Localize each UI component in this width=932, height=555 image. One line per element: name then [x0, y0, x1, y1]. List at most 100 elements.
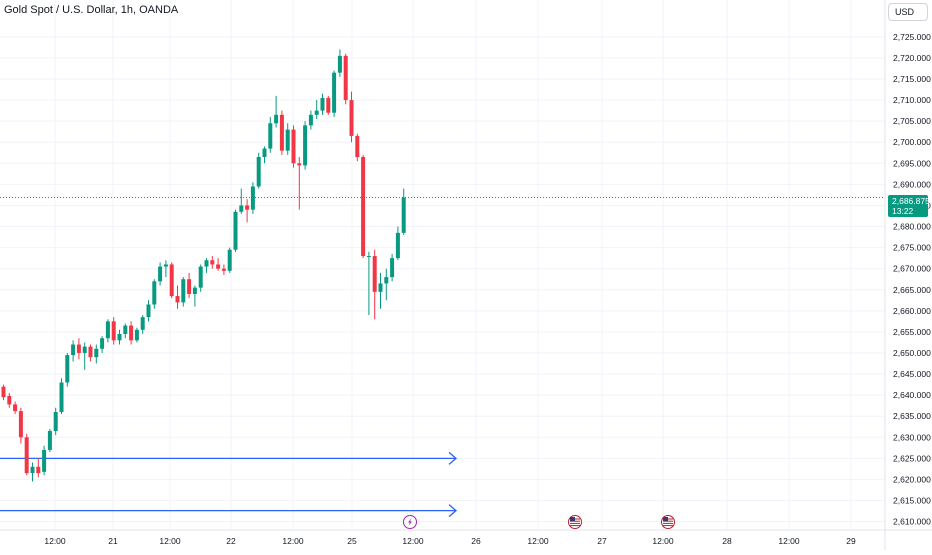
- candle-body[interactable]: [71, 344, 76, 356]
- flag-canton: [570, 517, 575, 521]
- candle-body[interactable]: [36, 466, 41, 474]
- candle-body[interactable]: [245, 205, 250, 210]
- candle-body[interactable]: [163, 264, 168, 267]
- candle-body[interactable]: [152, 281, 157, 305]
- x-tick-label: 12:00: [44, 536, 66, 546]
- y-tick-label: 2,710.000: [893, 95, 931, 105]
- candle-body[interactable]: [401, 197, 406, 233]
- candle-body[interactable]: [7, 395, 12, 405]
- candle-body[interactable]: [274, 114, 279, 124]
- candle-body[interactable]: [378, 283, 383, 292]
- candle-body[interactable]: [123, 325, 128, 335]
- candle-body[interactable]: [181, 279, 186, 303]
- ray-arrowhead: [448, 504, 457, 518]
- candle-body[interactable]: [291, 129, 296, 164]
- candle-body[interactable]: [250, 186, 255, 210]
- candle-body[interactable]: [169, 264, 174, 297]
- y-tick-label: 2,675.000: [893, 243, 931, 253]
- candle-body[interactable]: [187, 279, 192, 294]
- candle-body[interactable]: [372, 256, 377, 292]
- y-tick-label: 2,615.000: [893, 495, 931, 505]
- candle-body[interactable]: [198, 266, 203, 288]
- candle-body[interactable]: [268, 123, 273, 149]
- y-tick-label: 2,720.000: [893, 53, 931, 63]
- candle-body[interactable]: [94, 348, 99, 358]
- candle-body[interactable]: [47, 430, 52, 450]
- candle-body[interactable]: [314, 110, 319, 115]
- candle-body[interactable]: [210, 260, 215, 265]
- x-tick-label: 26: [471, 536, 481, 546]
- candle-body[interactable]: [59, 382, 64, 412]
- candle-body[interactable]: [303, 125, 308, 166]
- candle-body[interactable]: [175, 296, 180, 303]
- candle-body[interactable]: [343, 55, 348, 101]
- candle-body[interactable]: [76, 344, 81, 353]
- candle-body[interactable]: [13, 404, 18, 412]
- candle-body[interactable]: [308, 114, 313, 126]
- candle-body[interactable]: [256, 156, 261, 187]
- candle-body[interactable]: [349, 100, 354, 136]
- candle-body[interactable]: [140, 317, 145, 330]
- candle-body[interactable]: [88, 346, 93, 358]
- candle-body[interactable]: [297, 163, 302, 166]
- y-tick-label: 2,610.000: [893, 517, 931, 527]
- candle-body[interactable]: [18, 411, 23, 438]
- flag-canton: [663, 517, 668, 521]
- candle-body[interactable]: [30, 466, 35, 474]
- candle-body[interactable]: [53, 411, 58, 431]
- x-tick-label: 27: [597, 536, 607, 546]
- candle-body[interactable]: [390, 258, 395, 278]
- candle-body[interactable]: [216, 264, 221, 269]
- candle-body[interactable]: [134, 329, 139, 341]
- x-tick-label: 29: [846, 536, 856, 546]
- candle-body[interactable]: [82, 346, 87, 353]
- candle-body[interactable]: [42, 449, 47, 472]
- candle-body[interactable]: [384, 277, 389, 284]
- candle-body[interactable]: [262, 148, 267, 157]
- candle-body[interactable]: [395, 232, 400, 259]
- candle-body[interactable]: [1, 386, 6, 398]
- candle-body[interactable]: [221, 268, 226, 271]
- candle-body[interactable]: [65, 355, 70, 383]
- candle-body[interactable]: [111, 321, 116, 341]
- candle-body[interactable]: [279, 114, 284, 151]
- candle-body[interactable]: [285, 129, 290, 151]
- currency-button[interactable]: USD: [888, 3, 928, 21]
- candle-body[interactable]: [117, 334, 122, 341]
- last-price-label: 2,686.875: [892, 196, 930, 206]
- x-tick-label: 28: [722, 536, 732, 546]
- candle-body[interactable]: [100, 338, 105, 349]
- candle-body[interactable]: [129, 325, 134, 341]
- candle-body[interactable]: [320, 97, 325, 111]
- candle-body[interactable]: [233, 211, 238, 250]
- y-tick-label: 2,620.000: [893, 474, 931, 484]
- y-tick-label: 2,640.000: [893, 390, 931, 400]
- y-tick-label: 2,670.000: [893, 264, 931, 274]
- candle-body[interactable]: [227, 249, 232, 271]
- candle-body[interactable]: [366, 256, 371, 258]
- candle-body[interactable]: [355, 135, 360, 157]
- candle-body[interactable]: [204, 260, 209, 267]
- y-tick-label: 2,715.000: [893, 74, 931, 84]
- candle-body[interactable]: [24, 437, 29, 474]
- x-tick-label: 25: [347, 536, 357, 546]
- candle-body[interactable]: [332, 72, 337, 113]
- candle-body[interactable]: [239, 205, 244, 212]
- candle-body[interactable]: [146, 304, 151, 318]
- y-tick-label: 2,660.000: [893, 306, 931, 316]
- x-tick-label: 21: [108, 536, 118, 546]
- candle-body[interactable]: [105, 321, 110, 339]
- candle-body[interactable]: [326, 97, 331, 113]
- candle-body[interactable]: [192, 287, 197, 294]
- candle-body[interactable]: [158, 266, 163, 282]
- x-tick-label: 12:00: [402, 536, 424, 546]
- y-tick-label: 2,655.000: [893, 327, 931, 337]
- candle-body[interactable]: [361, 156, 366, 257]
- y-tick-label: 2,665.000: [893, 285, 931, 295]
- y-tick-label: 2,700.000: [893, 137, 931, 147]
- y-tick-label: 2,705.000: [893, 116, 931, 126]
- y-tick-label: 2,630.000: [893, 432, 931, 442]
- candle-body[interactable]: [337, 55, 342, 73]
